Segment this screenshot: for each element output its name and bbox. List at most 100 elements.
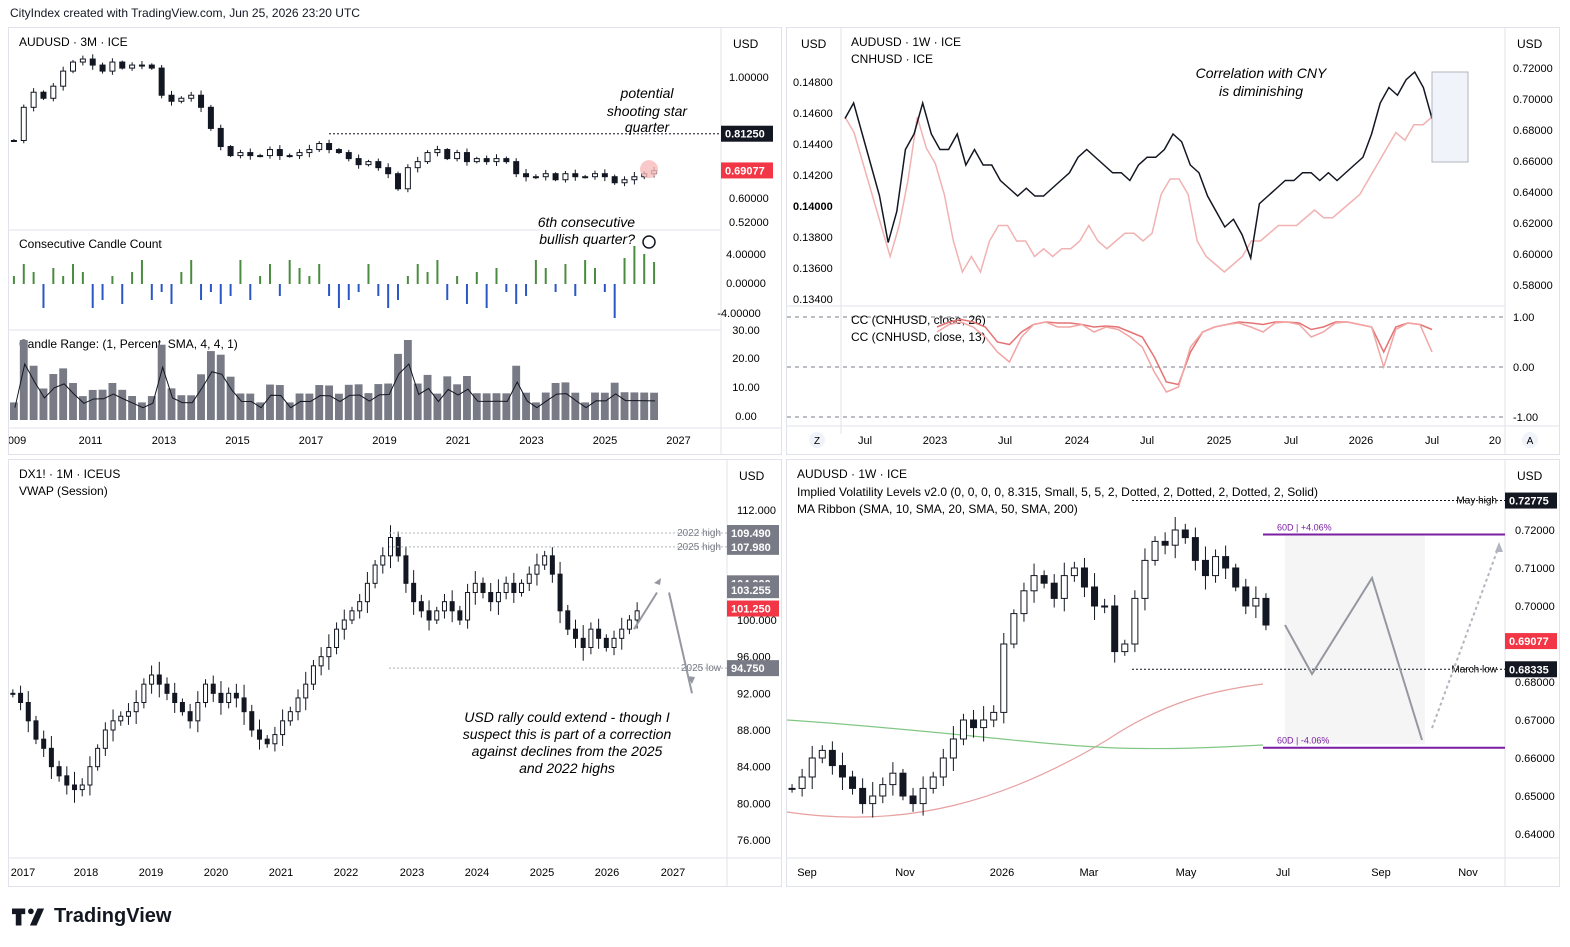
bl-price-tag-bg <box>727 600 779 617</box>
br-candle-body <box>1191 537 1199 561</box>
tl-range-bar <box>295 393 304 420</box>
tr-annotation: Correlation with CNY <box>1196 65 1328 81</box>
bl-y-tick: 112.000 <box>737 505 776 517</box>
tl-candle-body <box>237 152 244 157</box>
tradingview-logo[interactable]: TradingView <box>12 905 171 928</box>
bl-candle-body <box>495 592 501 603</box>
tl-highlight-circle <box>640 160 658 179</box>
tl-candle-body <box>138 64 145 67</box>
bl-candle-body <box>272 734 278 745</box>
bl-candle-body <box>611 637 617 648</box>
tl-candle-body <box>109 61 116 72</box>
tl-candle-body <box>414 161 421 169</box>
tl-range-bar <box>482 393 491 420</box>
tl-candle-body <box>355 158 362 166</box>
br-candle-body <box>929 776 937 789</box>
tl-sub2-y-tick: 10.00 <box>732 382 760 394</box>
bl-x-tick: 2022 <box>334 867 358 879</box>
tr-symbol2-title: CNHUSD · ICE <box>851 52 933 66</box>
tl-candle-body <box>444 149 451 160</box>
br-candle-body <box>1070 567 1078 577</box>
tl-candle-body <box>404 167 411 190</box>
bl-candle-body <box>218 692 224 703</box>
br-candle-body <box>859 787 867 805</box>
tl-candle-body <box>89 58 96 66</box>
br-projection-dotted <box>1431 545 1500 729</box>
tl-range-bar <box>443 376 452 420</box>
tl-range-bar <box>541 392 550 420</box>
tl-currency-label: USD <box>733 37 759 51</box>
br-candle-body <box>1171 529 1179 546</box>
br-candle-body <box>788 787 796 790</box>
br-price-tag-bg <box>1505 633 1557 650</box>
bl-candle-body <box>41 738 47 749</box>
bl-candle-body <box>87 766 93 786</box>
tr-y-tick-right: 0.70000 <box>1513 94 1553 106</box>
tl-range-bar <box>403 340 412 420</box>
br-candle-body <box>990 711 998 721</box>
chart-panel-audusd-1w-iv[interactable]: USD AUDUSD · 1W · ICE Implied Volatility L… <box>786 459 1560 887</box>
bl-y-tick: 100.000 <box>737 615 777 627</box>
br-price-tag: 0.72775 <box>1509 496 1549 508</box>
tl-candle-body <box>119 61 126 69</box>
br-candle-body <box>970 719 978 729</box>
tl-range-bar <box>49 374 58 420</box>
bl-candle-body <box>79 784 85 791</box>
tr-currency-label: USD <box>1517 37 1543 51</box>
tl-x-tick: 2019 <box>372 435 396 447</box>
tl-x-tick: 009 <box>9 435 26 447</box>
bl-annotation: and 2022 highs <box>519 760 615 776</box>
tl-candle-body <box>473 158 480 163</box>
bl-candle-body <box>210 683 216 694</box>
tl-candle-body <box>129 64 136 69</box>
tl-sub2-y-tick: 30.00 <box>732 325 760 337</box>
bl-arrow-up <box>633 591 658 630</box>
tl-candle-body <box>523 173 530 178</box>
br-x-tick: Sep <box>1371 867 1391 879</box>
br-level-label: March low <box>1451 664 1497 675</box>
tl-candle-body <box>79 58 86 63</box>
tl-y-tick: 1.00000 <box>729 72 769 84</box>
br-y-tick: 0.64000 <box>1515 829 1555 841</box>
tl-sub1-y-tick: 4.00000 <box>726 249 766 261</box>
tl-range-bar <box>69 382 77 420</box>
br-candle-body <box>798 776 806 789</box>
br-iv-label: 60D | +4.06% <box>1277 523 1332 533</box>
br-level-label: May high <box>1456 496 1497 507</box>
chart-panel-audusd-cnhusd[interactable]: USD USD AUDUSD · 1W · ICE CNHUSD · ICE 0.148… <box>786 27 1560 455</box>
bl-x-tick: 2023 <box>400 867 424 879</box>
bl-bg <box>9 460 781 886</box>
tl-candle-body <box>454 152 461 160</box>
tr-cc13-line <box>936 321 1433 393</box>
tl-candle-body <box>513 161 520 175</box>
tl-range-bar <box>325 385 333 420</box>
tl-price-tag-bg <box>721 125 773 142</box>
chart-panel-dx-1m[interactable]: USD DX1! · 1M · ICEUS VWAP (Session) 112.00… <box>8 459 782 887</box>
br-indicator-title: MA Ribbon (SMA, 10, SMA, 20, SMA, 50, SM… <box>797 502 1078 516</box>
tl-candle-body <box>227 146 234 157</box>
bl-candle-body <box>557 573 563 612</box>
bl-candle-body <box>118 715 124 722</box>
bl-x-tick: 2017 <box>11 867 35 879</box>
tradingview-logo-icon <box>12 908 45 925</box>
br-ma50-line <box>787 719 1264 750</box>
bl-candle-body <box>203 683 209 704</box>
bl-candle-body <box>141 683 147 704</box>
bl-candle-body <box>310 665 316 685</box>
br-candle-body <box>808 757 816 778</box>
br-candle-body <box>1212 556 1220 577</box>
tl-candle-body <box>483 158 490 163</box>
tl-candle-body <box>601 173 608 178</box>
br-candle-body <box>1050 582 1058 599</box>
tl-candle-body <box>375 161 382 169</box>
bl-x-tick: 2021 <box>269 867 293 879</box>
bl-candle-body <box>411 582 417 603</box>
tr-cc-label: CC (CNHUSD, close, 13) <box>851 330 986 344</box>
br-candle-body <box>1222 556 1230 569</box>
tl-range-bar <box>177 395 186 420</box>
tl-candle-body <box>562 173 569 181</box>
br-candle-body <box>1151 540 1159 561</box>
tr-cc-y-tick: -1.00 <box>1513 412 1538 424</box>
